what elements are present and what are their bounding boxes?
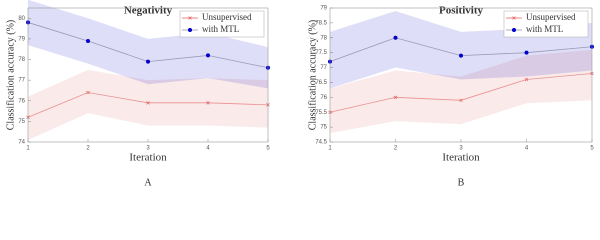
x-tick-label: 2 (86, 146, 90, 152)
y-tick-label: 76 (18, 98, 25, 104)
confidence-band (28, 69, 268, 140)
point (206, 101, 210, 105)
x-tick-label: 5 (590, 146, 594, 152)
x-tick-label: 5 (266, 146, 270, 152)
legend-label: with MTL (526, 24, 563, 34)
x-tick-label: 4 (206, 146, 210, 152)
y-tick-label: 76.5 (315, 80, 327, 86)
y-tick-label: 78 (320, 35, 327, 41)
y-tick-label: 79 (320, 6, 327, 12)
legend-marker (182, 16, 198, 20)
panel-label: B (458, 177, 465, 188)
point (393, 95, 398, 100)
y-axis-label: Classification accuracy (%) (5, 20, 16, 131)
point (86, 90, 90, 95)
x-tick-label: 1 (26, 146, 30, 152)
panel-label: A (144, 177, 152, 188)
confidence-band (28, 0, 268, 89)
legend-label: Unsupervised (526, 12, 576, 22)
y-tick-label: 74.5 (315, 140, 327, 146)
y-tick-label: 75.5 (315, 110, 327, 116)
point (86, 38, 90, 43)
point (393, 35, 398, 40)
legend-marker (512, 28, 516, 32)
point (146, 59, 150, 64)
x-tick-label: 1 (328, 146, 332, 152)
legend-box (179, 10, 265, 38)
x-tick-label: 2 (394, 146, 398, 152)
y-tick-label: 78.5 (315, 20, 327, 26)
x-tick-label: 3 (459, 146, 463, 152)
x-axis-label: Iteration (442, 152, 480, 164)
legend-marker (188, 28, 192, 32)
y-tick-label: 79 (18, 37, 25, 43)
y-tick-label: 75 (320, 125, 327, 131)
y-tick-label: 75 (18, 119, 25, 125)
x-axis-label: Iteration (129, 152, 167, 164)
legend-label: with MTL (202, 24, 239, 34)
point (524, 77, 529, 82)
legend-marker (506, 16, 522, 20)
point (459, 98, 463, 103)
legend-label: Unsupervised (202, 12, 252, 22)
y-tick-label: 74 (18, 140, 25, 146)
y-tick-label: 80 (18, 16, 25, 22)
confidence-band (330, 49, 592, 134)
x-tick-label: 3 (146, 146, 150, 152)
plot-frame (329, 7, 593, 143)
y-axis-label: Classification accuracy (%) (307, 20, 318, 131)
plot-frame (27, 7, 269, 143)
y-tick-label: 78 (18, 57, 25, 63)
y-tick-label: 77.5 (315, 50, 327, 56)
y-tick-label: 77 (18, 78, 25, 84)
y-tick-label: 76 (320, 95, 327, 101)
legend-box (503, 10, 589, 38)
chart-title: Positivity (439, 5, 483, 17)
point (146, 101, 150, 105)
point (524, 50, 529, 55)
y-tick-label: 77 (320, 65, 327, 71)
x-tick-label: 4 (525, 146, 529, 152)
point (459, 53, 463, 58)
chart-title: Negativity (124, 5, 173, 17)
figure: Negativity 74 75 76 77 78 79 80 1 2 3 4 5 Unsupervise… (5, 0, 594, 188)
point (206, 53, 210, 58)
